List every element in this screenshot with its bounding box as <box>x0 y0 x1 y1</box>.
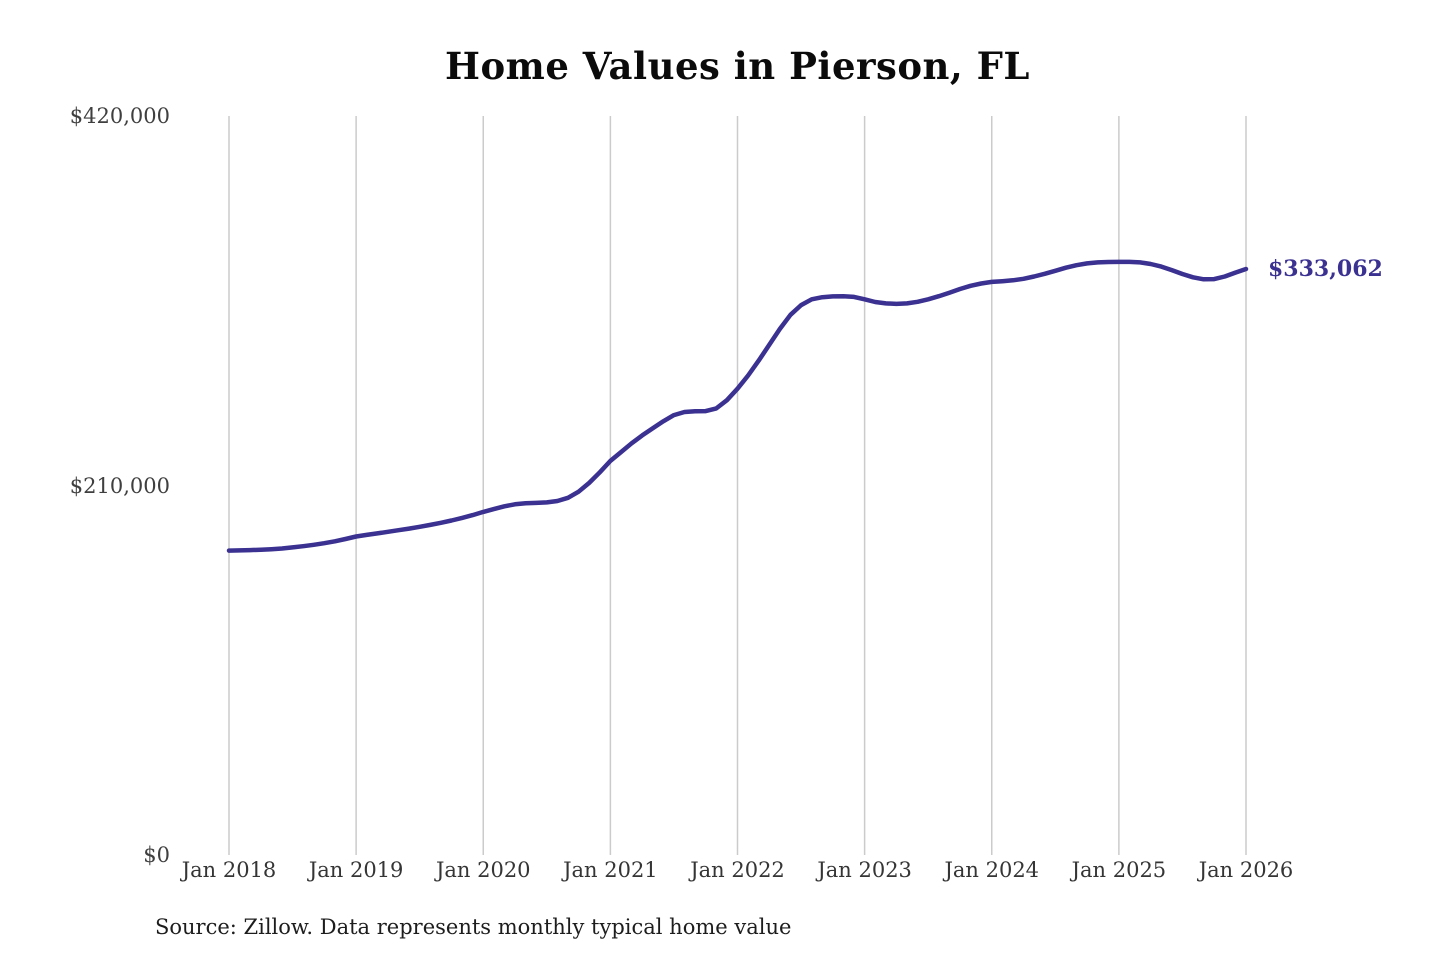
home-value-line <box>226 259 1249 553</box>
latest-value-label: $333,062 <box>1268 255 1383 282</box>
source-note: Source: Zillow. Data represents monthly … <box>155 915 792 939</box>
chart-title: Home Values in Pierson, FL <box>445 44 1030 88</box>
